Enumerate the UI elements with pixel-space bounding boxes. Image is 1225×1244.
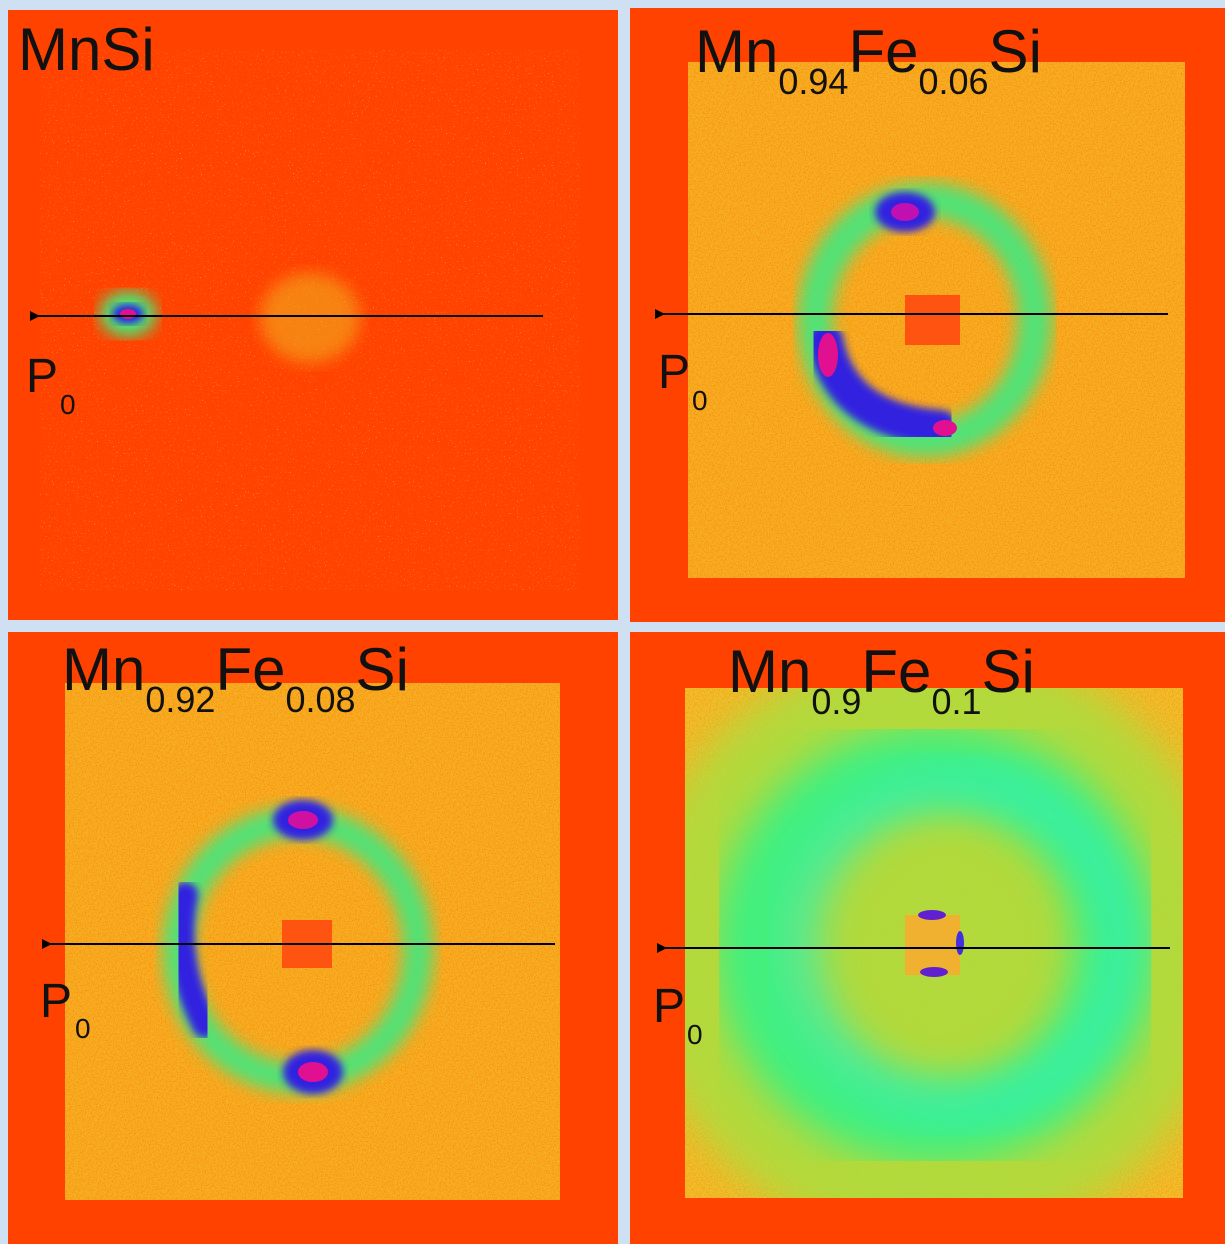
polarization-sub: 0 [60, 389, 76, 420]
panel-label: Mn0.9Fe0.1Si [728, 638, 1035, 722]
label-part: 0.08 [285, 679, 355, 720]
label-part: Mn [728, 638, 811, 705]
peak [891, 203, 919, 221]
panel-label: Mn0.92Fe0.08Si [62, 636, 409, 720]
panel: Mn0.9Fe0.1Si P 0 [630, 632, 1225, 1244]
polarization: P [26, 350, 58, 403]
label-part: Si [356, 636, 409, 703]
label-part: MnSi [18, 16, 155, 83]
peak [168, 882, 218, 1038]
label-part: Fe [861, 638, 931, 705]
label-part: 0.9 [811, 681, 861, 722]
polarization: P [40, 975, 72, 1028]
polarization: P [658, 346, 690, 399]
label-part: Fe [215, 636, 285, 703]
label-part: 0.94 [778, 61, 848, 102]
polarization: P [653, 980, 685, 1033]
peak [818, 333, 838, 377]
label-part: Mn [695, 18, 778, 85]
peak [956, 931, 964, 955]
label-part: 0.06 [918, 61, 988, 102]
panel-label: Mn0.94Fe0.06Si [695, 18, 1042, 102]
peak [920, 967, 948, 977]
label-part: Mn [62, 636, 145, 703]
panel-label: MnSi [18, 16, 155, 83]
label-part: Si [981, 638, 1034, 705]
peak [120, 309, 136, 319]
panel: MnSi P 0 [8, 10, 618, 620]
panel: Mn0.94Fe0.06Si P 0 [630, 8, 1225, 622]
peak [288, 811, 318, 829]
label-part: 0.92 [145, 679, 215, 720]
peak [918, 910, 946, 920]
center [260, 273, 360, 363]
polarization-sub: 0 [692, 385, 708, 416]
polarization-sub: 0 [75, 1013, 91, 1044]
center [905, 295, 960, 345]
label-part: Si [989, 18, 1042, 85]
peak [933, 420, 957, 436]
panel: Mn0.92Fe0.08Si P 0 [8, 632, 618, 1244]
polarization-sub: 0 [687, 1019, 703, 1050]
label-part: 0.1 [931, 681, 981, 722]
label-part: Fe [848, 18, 918, 85]
center [905, 915, 960, 975]
peak [298, 1062, 328, 1082]
ring [780, 765, 1140, 1125]
